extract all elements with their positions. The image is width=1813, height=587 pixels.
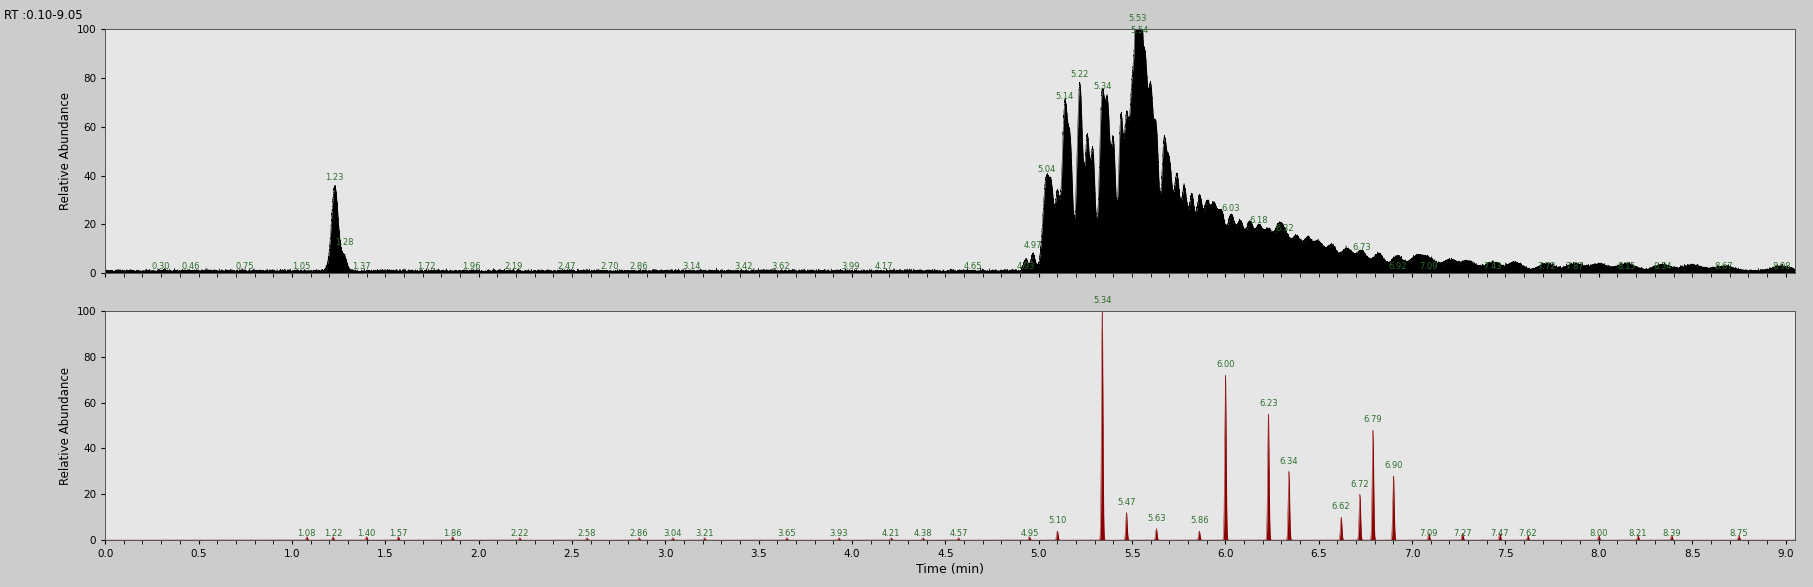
Text: 1.72: 1.72 [417,262,435,271]
Text: 5.53: 5.53 [1128,14,1148,23]
Text: 7.43: 7.43 [1483,262,1501,271]
Text: 7.47: 7.47 [1490,529,1508,538]
Y-axis label: Relative Abundance: Relative Abundance [60,366,73,485]
Text: 8.15: 8.15 [1617,262,1635,271]
Text: 1.40: 1.40 [357,529,375,538]
Text: 3.65: 3.65 [778,529,796,538]
Text: 3.99: 3.99 [841,262,859,271]
Text: 6.72: 6.72 [1351,480,1369,488]
Text: 8.00: 8.00 [1590,529,1608,538]
Text: 3.62: 3.62 [772,262,790,271]
Text: 6.00: 6.00 [1217,360,1235,369]
Text: 7.27: 7.27 [1454,529,1472,538]
Text: 3.14: 3.14 [682,262,700,271]
Text: 8.39: 8.39 [1663,529,1681,538]
Text: 6.32: 6.32 [1276,224,1294,233]
Text: 1.57: 1.57 [390,529,408,538]
Text: 1.37: 1.37 [352,262,370,271]
Text: 5.34: 5.34 [1093,82,1111,92]
Text: 3.21: 3.21 [694,529,714,538]
Text: RT :0.10-9.05: RT :0.10-9.05 [4,9,82,22]
Text: 4.17: 4.17 [874,262,894,271]
Text: 1.05: 1.05 [292,262,310,271]
Text: 2.86: 2.86 [629,262,649,271]
Text: 6.90: 6.90 [1383,461,1403,470]
Text: 4.65: 4.65 [965,262,983,271]
Text: 1.22: 1.22 [325,529,343,538]
Text: 1.86: 1.86 [442,529,462,538]
Text: 5.04: 5.04 [1037,166,1055,174]
Text: 8.34: 8.34 [1653,262,1672,271]
Text: 4.21: 4.21 [881,529,901,538]
Y-axis label: Relative Abundance: Relative Abundance [60,92,73,210]
Text: 4.97: 4.97 [1024,241,1042,250]
Text: 2.86: 2.86 [629,529,649,538]
Text: 1.08: 1.08 [297,529,315,538]
Text: 2.47: 2.47 [557,262,575,271]
Text: 2.22: 2.22 [511,529,529,538]
Text: 5.14: 5.14 [1055,92,1073,101]
Text: 5.22: 5.22 [1071,70,1090,79]
Text: 3.42: 3.42 [734,262,752,271]
Text: 4.38: 4.38 [914,529,932,538]
Text: 8.98: 8.98 [1773,262,1791,271]
Text: 7.09: 7.09 [1420,529,1438,538]
Text: 6.03: 6.03 [1222,204,1240,213]
Text: 6.62: 6.62 [1333,502,1351,511]
Text: 5.10: 5.10 [1048,516,1066,525]
Text: 6.79: 6.79 [1363,416,1382,424]
Text: 7.09: 7.09 [1420,262,1438,271]
Text: 4.95: 4.95 [1021,529,1039,538]
Text: 6.34: 6.34 [1280,457,1298,465]
Text: 5.86: 5.86 [1189,516,1209,525]
Text: 2.58: 2.58 [578,529,596,538]
Text: 3.04: 3.04 [664,529,682,538]
Text: 7.72: 7.72 [1537,262,1556,271]
Text: 6.23: 6.23 [1258,399,1278,409]
Text: 5.54: 5.54 [1129,26,1149,35]
Text: 4.93: 4.93 [1017,262,1035,271]
Text: 3.93: 3.93 [830,529,848,538]
Text: 4.57: 4.57 [950,529,968,538]
Text: 2.70: 2.70 [600,262,618,271]
Text: 1.96: 1.96 [462,262,480,271]
Text: 8.75: 8.75 [1730,529,1748,538]
Text: 6.18: 6.18 [1249,217,1269,225]
Text: 6.92: 6.92 [1389,262,1407,271]
Text: 8.21: 8.21 [1628,529,1648,538]
Text: 5.34: 5.34 [1093,296,1111,305]
Text: 0.46: 0.46 [181,262,199,271]
Text: 5.47: 5.47 [1117,498,1135,507]
Text: 6.73: 6.73 [1352,243,1371,252]
Text: 2.19: 2.19 [504,262,524,271]
Text: 0.75: 0.75 [236,262,254,271]
Text: 5.63: 5.63 [1148,514,1166,523]
Text: 0.30: 0.30 [152,262,170,271]
Text: 1.28: 1.28 [335,238,354,247]
X-axis label: Time (min): Time (min) [916,564,984,576]
Text: 7.87: 7.87 [1565,262,1585,271]
Text: 1.23: 1.23 [326,173,344,181]
Text: 7.62: 7.62 [1519,529,1537,538]
Text: 8.67: 8.67 [1715,262,1733,271]
